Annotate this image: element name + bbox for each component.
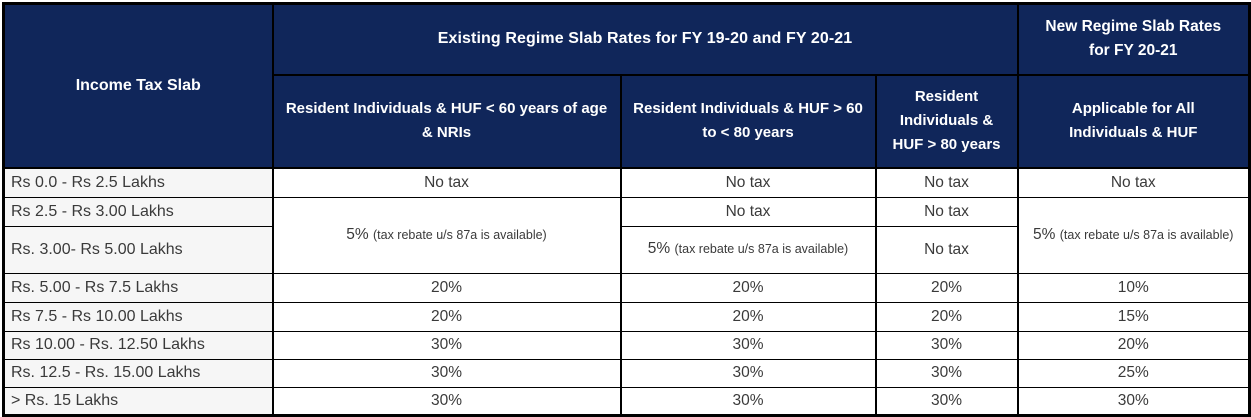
rate-cell: 30%: [619, 358, 877, 388]
rate-cell: 30%: [271, 330, 622, 360]
rate-cell: 10%: [1016, 272, 1251, 303]
slab-cell: Rs. 3.00- Rs 5.00 Lakhs: [2, 225, 274, 274]
rate-cell: 20%: [271, 301, 622, 332]
table-row: Rs. 12.5 - Rs. 15.00 Lakhs 30% 30% 30% 2…: [2, 358, 1251, 388]
rate-cell: No tax: [619, 167, 877, 198]
existing-regime-group-header: Existing Regime Slab Rates for FY 19-20 …: [271, 2, 1019, 76]
rate-percent: 5%: [647, 240, 671, 258]
rate-cell: 30%: [874, 386, 1019, 416]
table-row: > Rs. 15 Lakhs 30% 30% 30% 30%: [2, 386, 1251, 416]
rate-note: (tax rebate u/s 87a is available): [674, 242, 849, 257]
rate-cell: 20%: [874, 301, 1019, 332]
rate-cell: 20%: [874, 272, 1019, 303]
rate-note: (tax rebate u/s 87a is available): [373, 227, 547, 242]
new-regime-group-header: New Regime Slab Rates for FY 20-21: [1016, 2, 1251, 76]
table-row: Rs 7.5 - Rs 10.00 Lakhs 20% 20% 20% 15%: [2, 301, 1251, 332]
slab-cell: Rs 0.0 - Rs 2.5 Lakhs: [2, 167, 274, 198]
rate-percent: 5%: [1033, 225, 1056, 243]
table-row: Rs. 3.00- Rs 5.00 Lakhs 5% (tax rebate u…: [2, 225, 1250, 274]
table-row: Rs 2.5 - Rs 3.00 Lakhs 5% (tax rebate u/…: [2, 196, 1251, 274]
col-header-over-80: Resident Individuals & HUF > 80 years: [874, 73, 1019, 170]
income-tax-slab-header: Income Tax Slab: [2, 2, 274, 169]
header-row-group: Income Tax Slab Existing Regime Slab Rat…: [2, 2, 1251, 169]
rate-cell: 30%: [1016, 386, 1251, 416]
table-row: Rs. 5.00 - Rs 7.5 Lakhs 20% 20% 20% 10%: [2, 272, 1251, 303]
rate-cell: 20%: [619, 272, 877, 303]
header-row-columns: Resident Individuals & HUF < 60 years of…: [4, 73, 1251, 170]
rate-cell: 20%: [619, 301, 877, 332]
slab-cell: Rs 2.5 - Rs 3.00 Lakhs: [2, 196, 274, 227]
rate-cell: No tax: [619, 196, 877, 227]
col-header-new-regime-all: Applicable for All Individuals & HUF: [1016, 73, 1251, 170]
rate-cell: 25%: [1016, 358, 1251, 388]
rate-cell: 30%: [619, 386, 877, 416]
rate-cell: No tax: [874, 225, 1019, 274]
rate-cell: 30%: [874, 358, 1019, 388]
rate-cell: No tax: [1016, 167, 1251, 198]
rate-percent: 5%: [346, 225, 369, 243]
rate-cell: 20%: [1016, 330, 1251, 360]
slab-cell: Rs. 5.00 - Rs 7.5 Lakhs: [2, 272, 274, 303]
slab-cell: Rs 10.00 - Rs. 12.50 Lakhs: [2, 330, 274, 360]
rate-cell: No tax: [874, 167, 1019, 198]
col-header-60-to-80: Resident Individuals & HUF > 60 to < 80 …: [619, 73, 877, 170]
slab-cell: Rs. 12.5 - Rs. 15.00 Lakhs: [2, 358, 274, 388]
slab-cell: Rs 7.5 - Rs 10.00 Lakhs: [2, 301, 274, 332]
rate-cell: 30%: [271, 358, 622, 388]
table-row: Rs 10.00 - Rs. 12.50 Lakhs 30% 30% 30% 2…: [2, 330, 1251, 360]
rate-cell: 30%: [619, 330, 877, 360]
rate-cell: No tax: [271, 167, 622, 198]
rate-cell: 5% (tax rebate u/s 87a is available): [619, 225, 877, 274]
rate-cell: No tax: [874, 196, 1019, 227]
rate-cell: 30%: [271, 386, 622, 416]
rate-cell-merged: 5% (tax rebate u/s 87a is available): [1016, 196, 1251, 274]
rate-cell: 20%: [271, 272, 622, 303]
rate-cell-merged: 5% (tax rebate u/s 87a is available): [271, 196, 622, 274]
rate-cell: 15%: [1016, 301, 1251, 332]
slab-cell: > Rs. 15 Lakhs: [2, 386, 274, 416]
rate-cell: 30%: [874, 330, 1019, 360]
table-row: Rs 0.0 - Rs 2.5 Lakhs No tax No tax No t…: [2, 167, 1251, 198]
rate-note: (tax rebate u/s 87a is available): [1059, 227, 1234, 242]
col-header-under-60: Resident Individuals & HUF < 60 years of…: [271, 73, 622, 170]
